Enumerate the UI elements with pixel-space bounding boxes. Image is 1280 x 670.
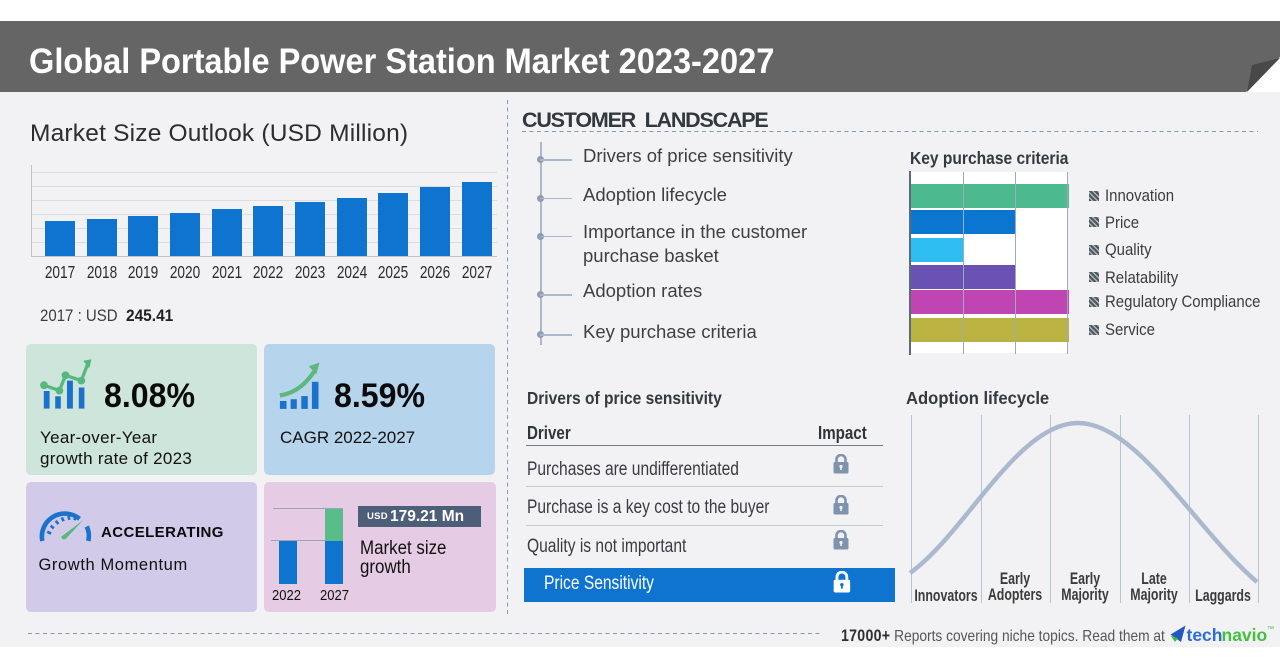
svg-text:™: ™ — [1267, 626, 1274, 633]
svg-text:tech: tech — [1187, 625, 1223, 645]
svg-text:navio: navio — [1222, 625, 1268, 645]
